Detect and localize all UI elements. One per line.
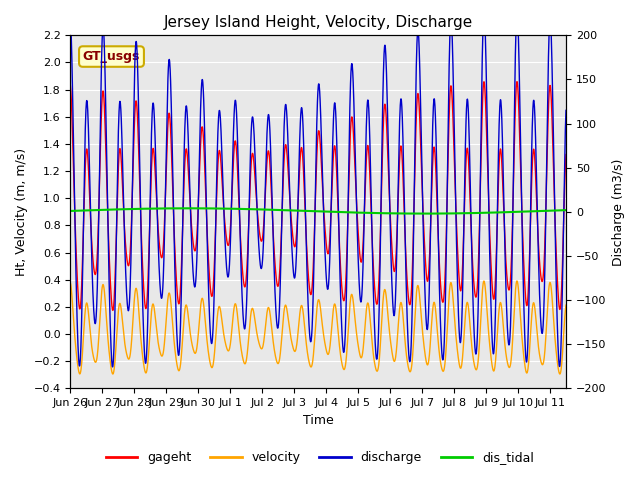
discharge [392,277,400,283]
discharge [486,275,494,281]
velocity [67,280,74,286]
dis_tidal [67,208,74,214]
dis_tidal [421,211,429,216]
Line: gageht: gageht [70,82,566,311]
dis_tidal [185,205,193,211]
Title: Jersey Island Height, Velocity, Discharge: Jersey Island Height, Velocity, Discharg… [164,15,473,30]
gageht [392,252,400,258]
velocity [562,302,570,308]
discharge [109,364,116,370]
X-axis label: Time: Time [303,414,333,427]
gageht [513,79,521,84]
velocity [513,278,521,284]
gageht [377,209,385,215]
Line: velocity: velocity [70,281,566,374]
gageht [321,222,328,228]
Y-axis label: Ht, Velocity (m, m/s): Ht, Velocity (m, m/s) [15,148,28,276]
Legend: gageht, velocity, discharge, dis_tidal: gageht, velocity, discharge, dis_tidal [101,446,539,469]
discharge [377,206,385,212]
discharge [67,16,74,22]
velocity [486,345,494,351]
Y-axis label: Discharge (m3/s): Discharge (m3/s) [612,158,625,265]
dis_tidal [95,207,103,213]
dis_tidal [562,207,570,213]
dis_tidal [377,210,385,216]
gageht [67,83,74,89]
dis_tidal [545,208,553,214]
gageht [486,238,494,244]
velocity [392,351,400,357]
dis_tidal [486,210,494,216]
Line: discharge: discharge [70,13,566,367]
gageht [109,308,116,313]
discharge [545,30,553,36]
velocity [95,323,103,328]
dis_tidal [321,209,328,215]
velocity [109,371,116,377]
Line: dis_tidal: dis_tidal [70,208,566,214]
velocity [545,283,553,289]
gageht [562,152,570,157]
discharge [562,108,570,113]
discharge [480,10,488,16]
discharge [321,243,328,249]
gageht [545,90,553,96]
gageht [95,180,103,186]
discharge [95,170,103,176]
dis_tidal [392,211,400,216]
velocity [321,339,328,345]
Text: GT_usgs: GT_usgs [83,50,140,63]
velocity [377,332,385,337]
